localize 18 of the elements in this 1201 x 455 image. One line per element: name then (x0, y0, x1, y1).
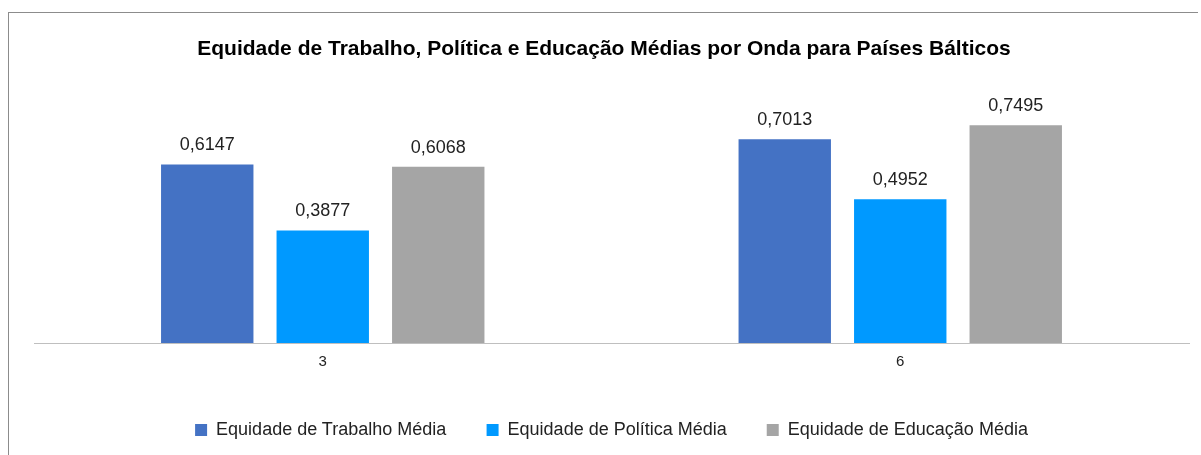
bar (161, 164, 254, 343)
x-tick-label: 6 (896, 352, 905, 370)
data-label: 0,7495 (988, 95, 1044, 116)
legend-label: Equidade de Trabalho Média (216, 418, 448, 439)
legend-label: Equidade de Política Média (507, 418, 728, 439)
bar (969, 125, 1062, 343)
bar (854, 199, 947, 343)
bar (392, 166, 485, 343)
data-label: 0,7013 (757, 109, 813, 130)
bar (738, 139, 831, 343)
legend-label: Equidade de Educação Média (787, 418, 1029, 439)
chart-title: Equidade de Trabalho, Política e Educação Médias por Onda para Países Bálticos (197, 35, 1011, 60)
bar (276, 230, 369, 343)
data-label: 0,6068 (410, 136, 466, 157)
data-label: 0,3877 (295, 200, 351, 221)
data-label: 0,6147 (179, 134, 235, 155)
data-label: 0,4952 (872, 169, 928, 190)
x-tick-label: 3 (318, 352, 327, 370)
